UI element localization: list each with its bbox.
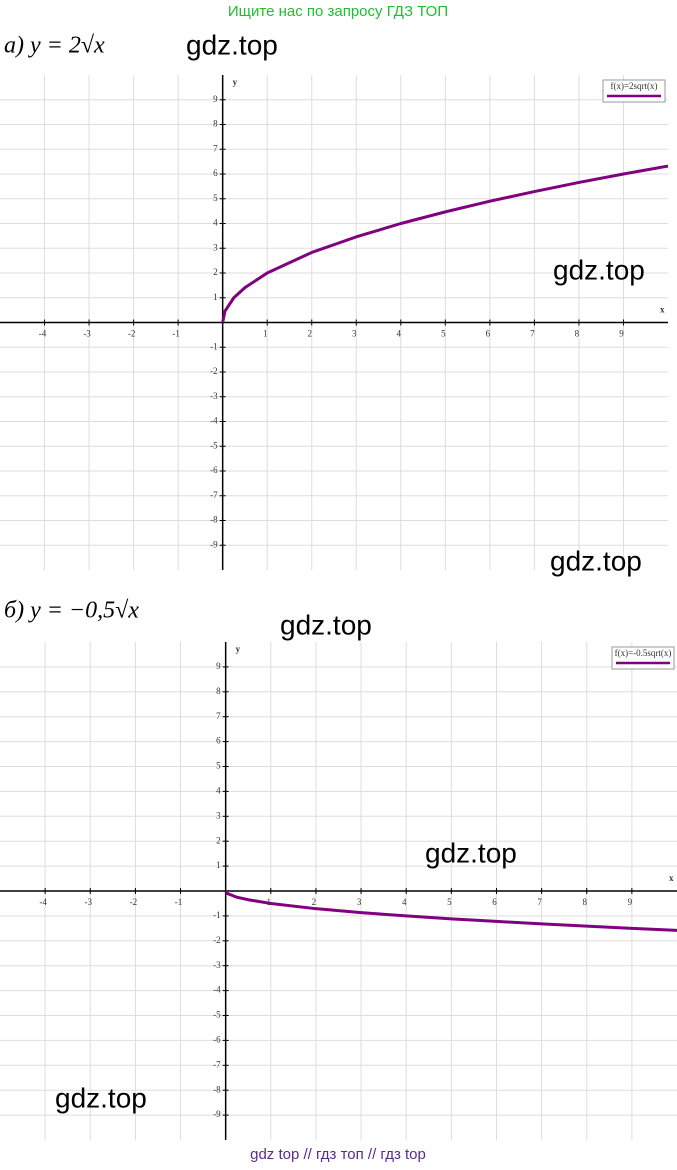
y-tick-label: -6 <box>213 1034 221 1044</box>
x-tick-label: 4 <box>397 329 402 339</box>
y-tick-label: -7 <box>210 490 218 500</box>
x-tick-label: 8 <box>575 329 580 339</box>
x-tick-label: -2 <box>128 329 136 339</box>
chart-title: а) y = 2√x <box>4 33 105 59</box>
legend-label: f(x)=-0.5sqrt(x) <box>615 648 672 658</box>
watermark: gdz.top <box>550 545 642 576</box>
y-tick-label: -5 <box>213 1010 221 1020</box>
x-tick-label: -3 <box>85 897 93 907</box>
y-tick-label: -3 <box>210 391 218 401</box>
x-tick-label: -4 <box>39 329 47 339</box>
y-tick-label: 3 <box>216 810 221 820</box>
x-tick-label: 6 <box>486 329 491 339</box>
x-tick-label: 3 <box>352 329 357 339</box>
y-tick-label: -2 <box>213 935 221 945</box>
y-tick-label: 4 <box>213 218 218 228</box>
y-tick-label: 4 <box>216 785 221 795</box>
chart-title: б) y = −0,5√x <box>4 598 139 624</box>
y-axis-label: y <box>233 77 238 87</box>
y-tick-label: 7 <box>216 711 221 721</box>
y-tick-label: 5 <box>216 761 221 771</box>
y-axis-label: y <box>236 644 241 654</box>
function-curve <box>221 164 669 323</box>
y-tick-label: -3 <box>213 960 221 970</box>
header: Ищите нас по запросу ГДЗ ТОП <box>228 3 448 20</box>
x-tick-label: 5 <box>447 897 452 907</box>
y-tick-label: 8 <box>213 119 218 129</box>
y-tick-label: -1 <box>213 910 221 920</box>
x-tick-label: 9 <box>619 329 624 339</box>
x-tick-label: 3 <box>357 897 362 907</box>
x-tick-label: 1 <box>263 329 268 339</box>
x-tick-label: -1 <box>172 329 180 339</box>
x-tick-label: 5 <box>441 329 446 339</box>
y-tick-label: 1 <box>216 860 221 870</box>
x-tick-label: -4 <box>39 897 47 907</box>
x-tick-label: 7 <box>530 329 535 339</box>
y-tick-label: 9 <box>216 661 221 671</box>
legend-label: f(x)=2sqrt(x) <box>610 81 657 91</box>
x-tick-label: -2 <box>130 897 138 907</box>
y-tick-label: -7 <box>213 1059 221 1069</box>
watermark: gdz.top <box>55 1082 147 1113</box>
y-tick-label: 8 <box>216 686 221 696</box>
x-tick-label: 6 <box>492 897 497 907</box>
y-tick-label: 2 <box>216 835 221 845</box>
x-tick-label: 8 <box>582 897 587 907</box>
footer: gdz top // гдз топ // гдз top <box>250 1146 426 1163</box>
x-tick-label: 9 <box>628 897 633 907</box>
y-tick-label: 6 <box>213 168 218 178</box>
y-tick-label: -5 <box>210 440 218 450</box>
y-tick-label: 9 <box>213 94 218 104</box>
watermark: gdz.top <box>425 837 517 868</box>
watermark: gdz.top <box>186 29 278 60</box>
y-tick-label: 1 <box>213 292 218 302</box>
y-tick-label: 6 <box>216 736 221 746</box>
x-tick-label: -3 <box>83 329 91 339</box>
watermark: gdz.top <box>553 254 645 285</box>
watermark: gdz.top <box>280 609 372 640</box>
x-axis-label: x <box>660 305 665 315</box>
y-tick-label: -2 <box>210 366 218 376</box>
x-tick-label: 2 <box>312 897 317 907</box>
function-curve <box>224 890 677 932</box>
x-tick-label: 2 <box>307 329 312 339</box>
x-tick-label: 7 <box>537 897 542 907</box>
x-axis-label: x <box>669 873 674 883</box>
x-tick-label: 4 <box>402 897 407 907</box>
y-tick-label: 3 <box>213 242 218 252</box>
y-tick-label: 7 <box>213 143 218 153</box>
y-tick-label: -4 <box>213 985 221 995</box>
x-tick-label: -1 <box>175 897 183 907</box>
y-tick-label: 2 <box>213 267 218 277</box>
y-tick-label: -4 <box>210 416 218 426</box>
y-tick-label: -6 <box>210 465 218 475</box>
y-tick-label: -8 <box>213 1084 221 1094</box>
y-tick-label: -9 <box>210 539 218 549</box>
y-tick-label: 5 <box>213 193 218 203</box>
y-tick-label: -1 <box>210 341 218 351</box>
y-tick-label: -8 <box>210 515 218 525</box>
y-tick-label: -9 <box>213 1109 221 1119</box>
